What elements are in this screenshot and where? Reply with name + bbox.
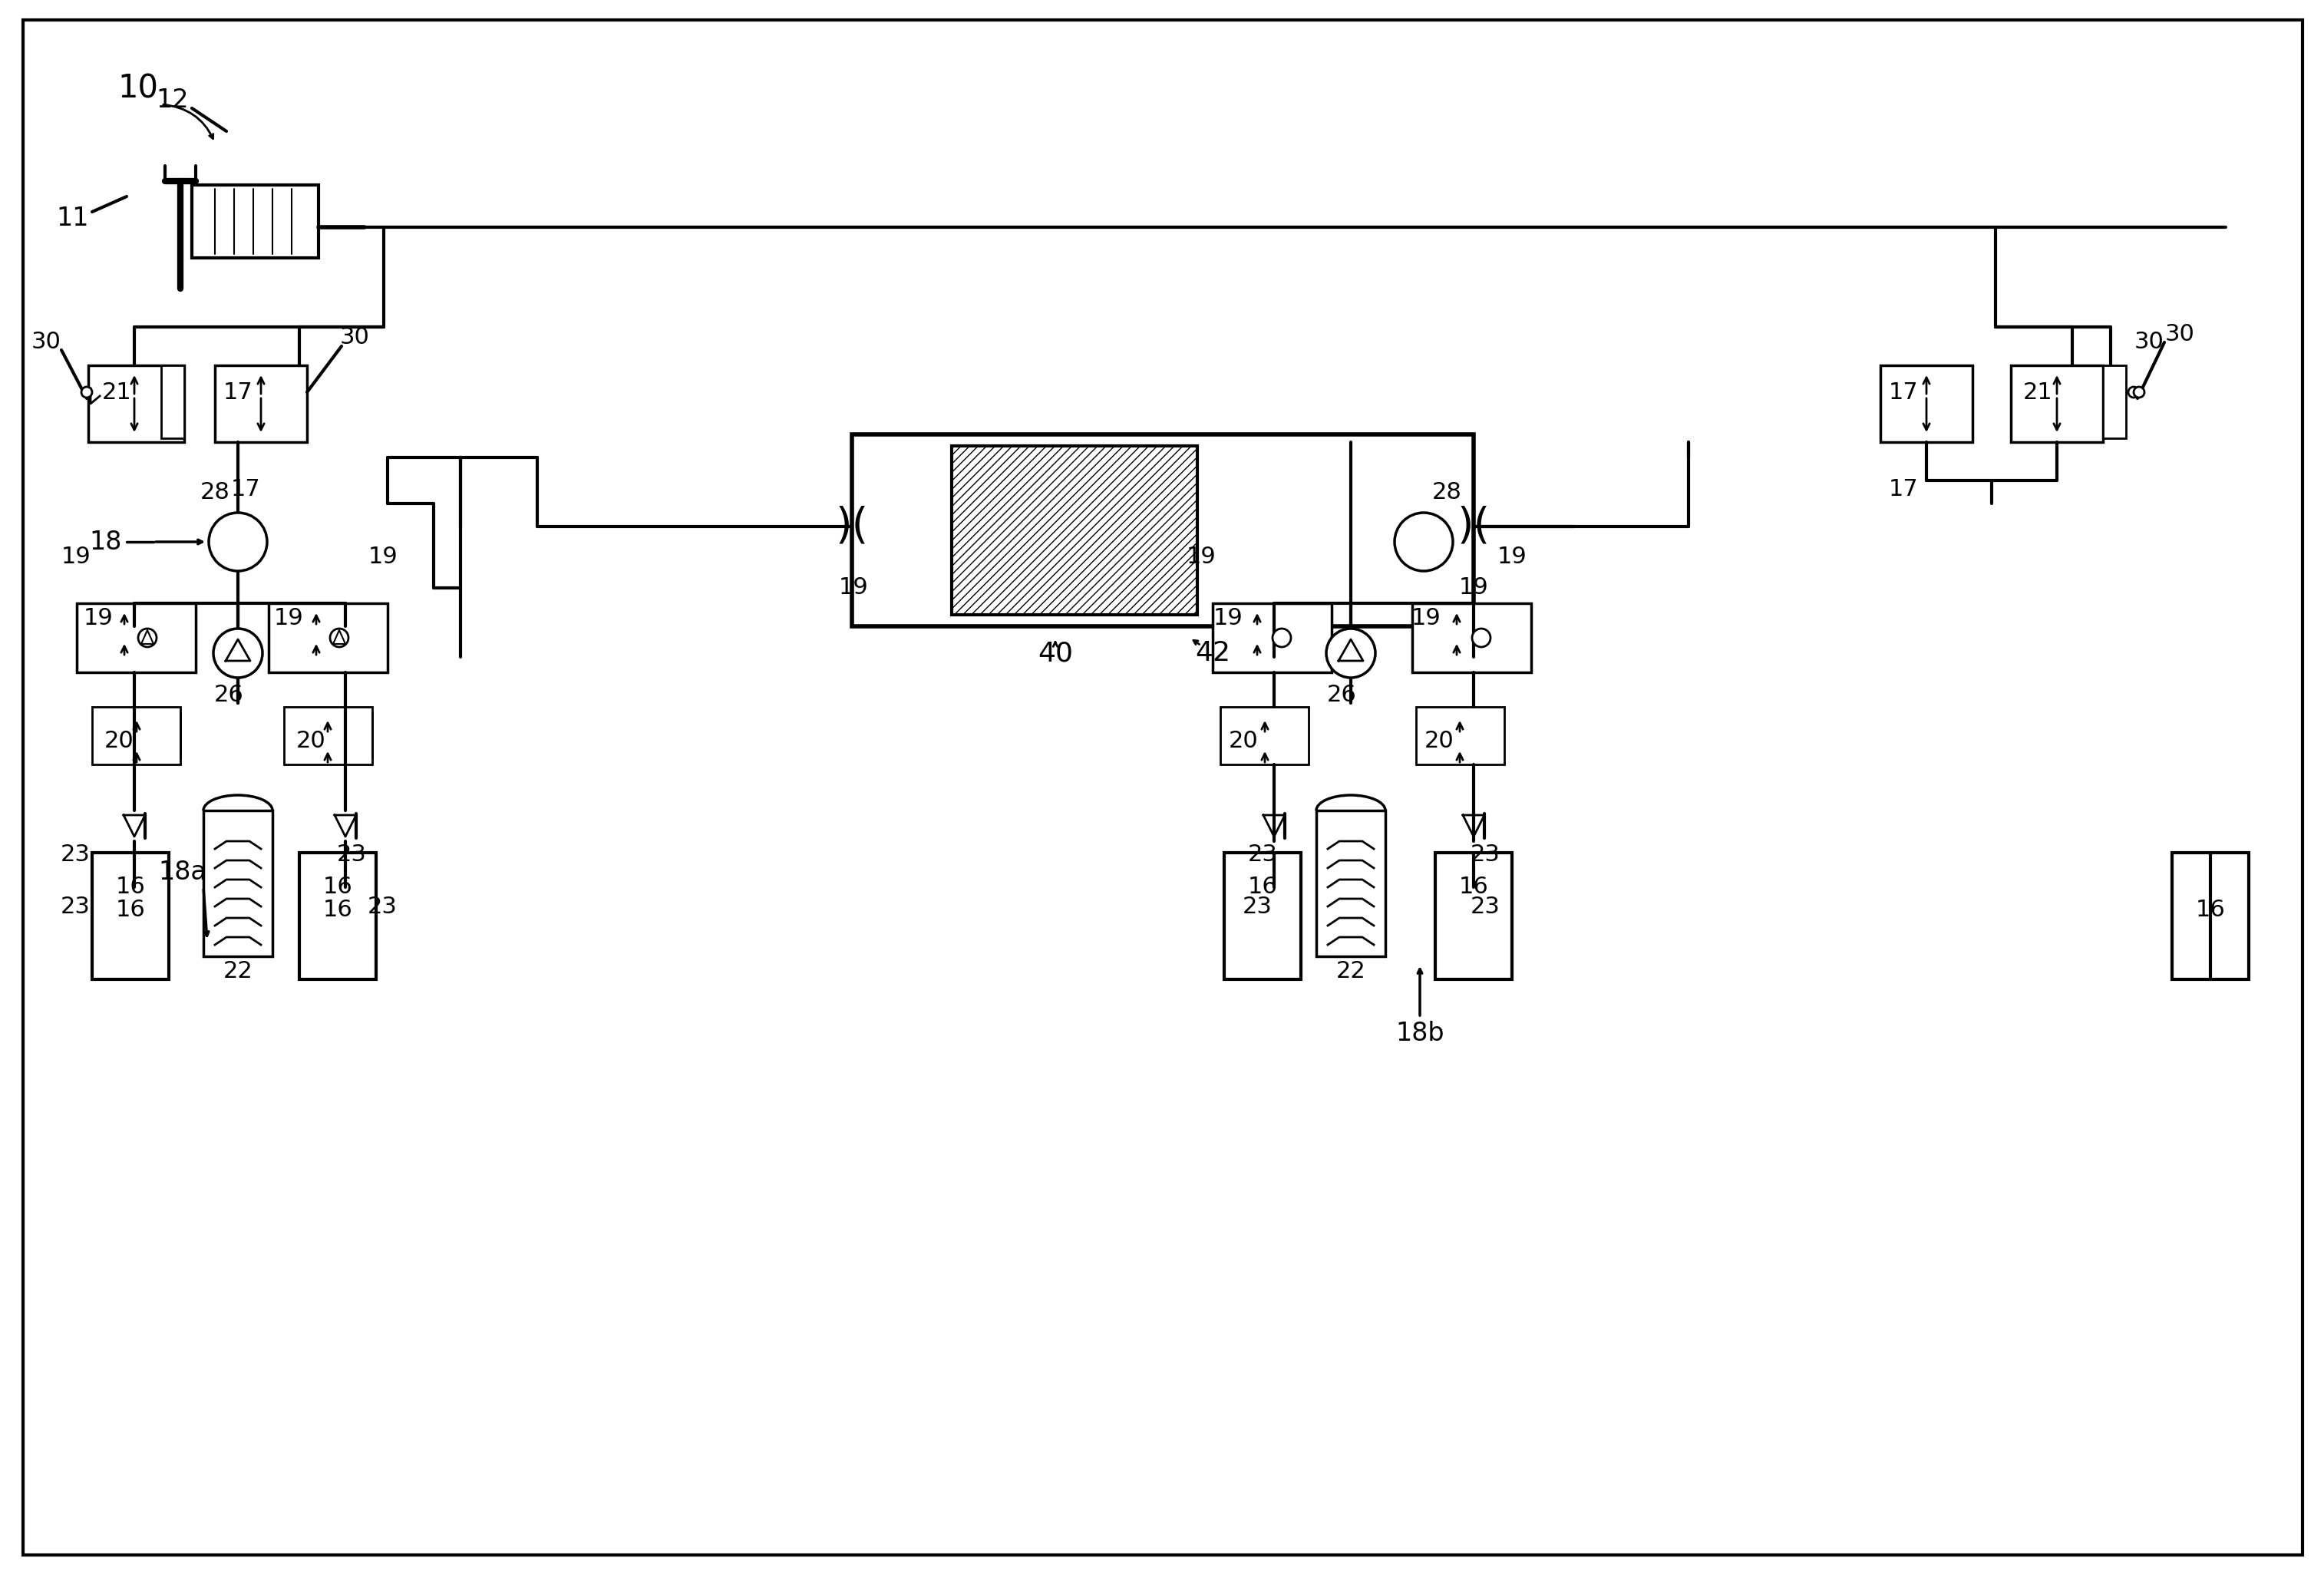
Text: 11: 11: [56, 205, 88, 230]
Text: 20: 20: [295, 731, 325, 753]
Bar: [1225, 852, 1301, 980]
Text: 22: 22: [223, 961, 253, 983]
Text: )(: )(: [1457, 507, 1490, 548]
Text: 30: 30: [2164, 323, 2194, 346]
Bar: [953, 447, 1197, 615]
Circle shape: [1327, 628, 1376, 677]
Text: 23: 23: [367, 895, 397, 917]
Circle shape: [214, 628, 263, 677]
Text: 26: 26: [214, 685, 244, 707]
Text: 26: 26: [1327, 685, 1357, 707]
Text: 21: 21: [2022, 380, 2052, 404]
Text: 30: 30: [30, 331, 60, 353]
Text: 16: 16: [323, 876, 353, 898]
Bar: [214, 366, 307, 442]
Text: 23: 23: [60, 895, 91, 917]
Bar: [953, 447, 1197, 615]
Bar: [853, 434, 1473, 626]
Bar: [1315, 811, 1385, 956]
Bar: [88, 366, 184, 442]
Text: 19: 19: [274, 608, 304, 630]
Circle shape: [209, 513, 267, 571]
Text: )(: )(: [834, 507, 869, 548]
Text: 28: 28: [200, 481, 230, 503]
Text: 17: 17: [230, 478, 260, 500]
Text: 17: 17: [1889, 478, 1917, 500]
Text: 30: 30: [339, 327, 370, 349]
Bar: [1220, 707, 1308, 764]
Text: 18b: 18b: [1394, 1021, 1443, 1046]
Text: 16: 16: [323, 899, 353, 922]
Bar: [1415, 707, 1504, 764]
Text: 16: 16: [116, 876, 146, 898]
Text: 19: 19: [1459, 578, 1487, 600]
Text: 19: 19: [60, 546, 91, 568]
Bar: [193, 185, 318, 257]
Text: 19: 19: [1497, 546, 1527, 568]
Text: 42: 42: [1195, 641, 1229, 666]
Circle shape: [1471, 628, 1490, 647]
Bar: [1413, 603, 1532, 672]
Text: 40: 40: [1037, 641, 1074, 666]
Bar: [300, 852, 376, 980]
Text: 12: 12: [156, 88, 188, 114]
Text: 19: 19: [84, 608, 114, 630]
Text: 16: 16: [2196, 899, 2226, 922]
Text: 16: 16: [1248, 876, 1278, 898]
Text: 22: 22: [1336, 961, 1367, 983]
Text: 19: 19: [1185, 546, 1215, 568]
Text: 23: 23: [1243, 895, 1271, 917]
Circle shape: [81, 387, 93, 398]
Bar: [160, 366, 184, 439]
Bar: [2173, 852, 2250, 980]
Bar: [1213, 603, 1332, 672]
Text: 23: 23: [1471, 895, 1499, 917]
Text: 20: 20: [1229, 731, 1257, 753]
Bar: [2103, 366, 2126, 439]
Text: 16: 16: [116, 899, 146, 922]
Circle shape: [2129, 387, 2138, 398]
Bar: [205, 811, 272, 956]
Bar: [270, 603, 388, 672]
Text: 23: 23: [60, 843, 91, 865]
Bar: [93, 707, 181, 764]
Text: 18a: 18a: [158, 860, 207, 885]
Circle shape: [1394, 513, 1452, 571]
Text: 19: 19: [839, 578, 869, 600]
Circle shape: [2133, 387, 2145, 398]
Text: 23: 23: [337, 843, 367, 865]
Text: 21: 21: [102, 380, 132, 404]
Text: 10: 10: [119, 73, 158, 106]
Text: 20: 20: [1425, 731, 1455, 753]
Circle shape: [330, 628, 349, 647]
Bar: [1436, 852, 1513, 980]
Circle shape: [137, 628, 156, 647]
Text: 17: 17: [1889, 380, 1917, 404]
Text: 20: 20: [105, 731, 135, 753]
Text: 23: 23: [1471, 843, 1499, 865]
Text: 19: 19: [1411, 608, 1441, 630]
Text: 19: 19: [367, 546, 397, 568]
Bar: [1880, 366, 1973, 442]
Bar: [284, 707, 372, 764]
Text: 30: 30: [2133, 331, 2164, 353]
Text: 23: 23: [1248, 843, 1278, 865]
Circle shape: [1274, 628, 1290, 647]
Bar: [77, 603, 195, 672]
Text: 19: 19: [1213, 608, 1243, 630]
Text: 17: 17: [223, 380, 253, 404]
Bar: [93, 852, 170, 980]
Text: 28: 28: [1432, 481, 1462, 503]
Text: 16: 16: [1459, 876, 1487, 898]
Text: 18: 18: [91, 529, 123, 554]
Bar: [2010, 366, 2103, 442]
